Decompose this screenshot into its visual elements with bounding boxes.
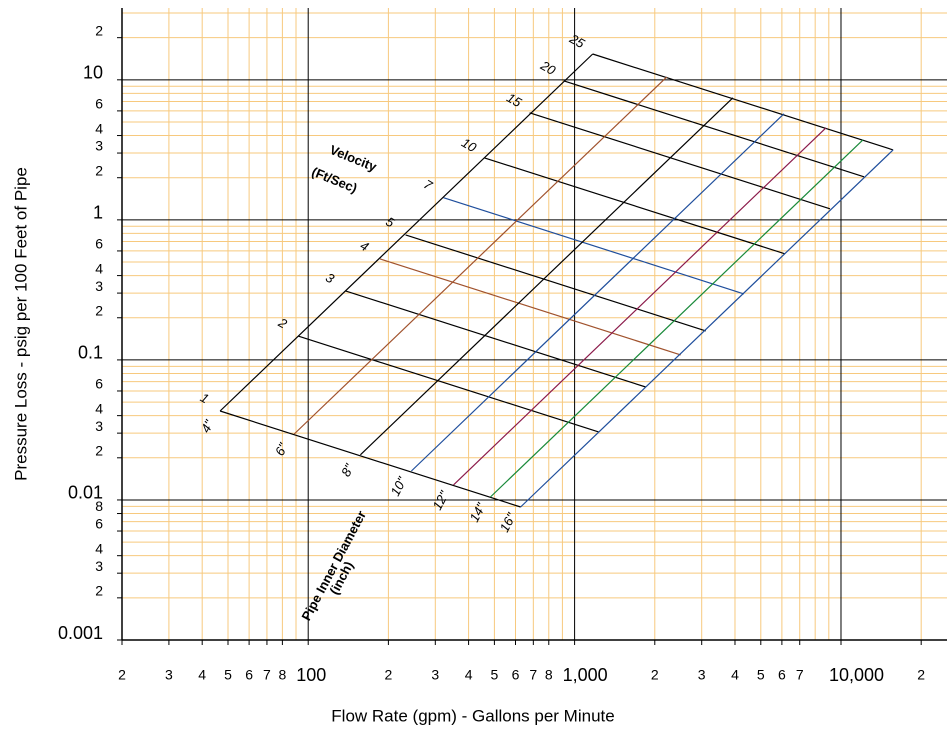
y-tick-label: 4 bbox=[95, 260, 103, 276]
y-tick-label: 0.1 bbox=[78, 343, 103, 363]
y-tick-label: 3 bbox=[95, 278, 103, 294]
y-tick-label: 2 bbox=[95, 22, 103, 38]
velocity-label: 25 bbox=[566, 30, 588, 51]
diameter-label: 6" bbox=[272, 439, 291, 458]
nomograph bbox=[219, 53, 894, 508]
diameter-label: 8" bbox=[338, 460, 357, 479]
annotation: Pipe Inner Diameter bbox=[298, 508, 369, 623]
diameter-line bbox=[489, 139, 864, 498]
velocity-label: 3 bbox=[323, 270, 337, 287]
x-tick-label: 7 bbox=[529, 667, 537, 683]
y-tick-label: 8 bbox=[95, 498, 103, 514]
x-tick-label: 6 bbox=[778, 667, 786, 683]
y-tick-label: 0.001 bbox=[58, 623, 103, 643]
x-tick-label: 5 bbox=[757, 667, 765, 683]
x-tick-label: 5 bbox=[491, 667, 499, 683]
y-tick-label: 0.01 bbox=[68, 483, 103, 503]
velocity-line bbox=[379, 258, 681, 356]
velocity-line bbox=[405, 234, 706, 332]
y-tick-label: 2 bbox=[95, 442, 103, 458]
diameter-label: 14" bbox=[466, 499, 489, 524]
y-tick-label: 6 bbox=[95, 376, 103, 392]
velocity-label: 4 bbox=[358, 238, 372, 255]
x-tick-label: 6 bbox=[512, 667, 520, 683]
y-tick-label: 4 bbox=[95, 540, 103, 556]
x-tick-label: 8 bbox=[278, 667, 286, 683]
x-tick-label: 4 bbox=[465, 667, 473, 683]
diameter-label: 10" bbox=[387, 473, 410, 498]
y-tick-label: 1 bbox=[93, 203, 103, 223]
x-tick-label: 6 bbox=[245, 667, 253, 683]
y-tick-label: 3 bbox=[95, 558, 103, 574]
y-tick-label: 6 bbox=[95, 96, 103, 112]
y-tick-label: 3 bbox=[95, 418, 103, 434]
diameter-label: 12" bbox=[429, 487, 452, 512]
diameter-line bbox=[293, 76, 668, 435]
x-axis-title: Flow Rate (gpm) - Gallons per Minute bbox=[331, 706, 614, 725]
x-tick-label: 1,000 bbox=[563, 665, 608, 685]
x-tick-label: 100 bbox=[296, 665, 326, 685]
annotation: Velocity bbox=[328, 142, 380, 175]
y-tick-label: 6 bbox=[95, 516, 103, 532]
diameter-line bbox=[520, 149, 894, 508]
velocity-line bbox=[529, 112, 831, 210]
velocity-line bbox=[345, 290, 646, 388]
x-tick-label: 4 bbox=[198, 667, 206, 683]
velocity-label: 7 bbox=[421, 176, 435, 193]
diameter-line bbox=[359, 97, 734, 456]
velocity-line bbox=[484, 157, 786, 255]
velocity-line bbox=[563, 80, 865, 178]
x-tick-label: 3 bbox=[431, 667, 439, 683]
diameter-line bbox=[219, 53, 594, 412]
velocity-label: 2 bbox=[275, 314, 290, 331]
annotation: (Ft/Sec) bbox=[310, 164, 360, 196]
velocity-line bbox=[219, 410, 521, 508]
velocity-label: 1 bbox=[198, 390, 212, 407]
y-tick-label: 4 bbox=[95, 400, 103, 416]
x-tick-label: 7 bbox=[263, 667, 271, 683]
x-tick-label: 3 bbox=[698, 667, 706, 683]
y-tick-label: 2 bbox=[95, 162, 103, 178]
x-tick-label: 2 bbox=[651, 667, 659, 683]
y-tick-label: 3 bbox=[95, 138, 103, 154]
x-tick-label: 4 bbox=[731, 667, 739, 683]
velocity-label: 5 bbox=[383, 214, 397, 231]
diameter-line bbox=[453, 127, 827, 486]
x-tick-label: 10,000 bbox=[829, 665, 884, 685]
x-tick-label: 3 bbox=[165, 667, 173, 683]
x-tick-label: 2 bbox=[118, 667, 126, 683]
grid bbox=[121, 8, 947, 641]
x-tick-label: 5 bbox=[224, 667, 232, 683]
x-tick-label: 7 bbox=[796, 667, 804, 683]
x-tick-label: 2 bbox=[917, 667, 925, 683]
velocity-line bbox=[443, 197, 745, 295]
x-tick-label: 8 bbox=[545, 667, 553, 683]
velocity-label: 10 bbox=[459, 135, 480, 156]
diameter-line bbox=[410, 113, 785, 472]
y-tick-label: 10 bbox=[83, 63, 103, 83]
y-tick-label: 6 bbox=[95, 236, 103, 252]
diameter-label: 4" bbox=[198, 416, 217, 435]
y-tick-label: 2 bbox=[95, 302, 103, 318]
y-tick-label: 4 bbox=[95, 120, 103, 136]
velocity-line bbox=[592, 53, 894, 151]
y-axis-title: Pressure Loss - psig per 100 Feet of Pip… bbox=[11, 167, 30, 481]
velocity-line bbox=[298, 335, 599, 433]
x-tick-label: 2 bbox=[384, 667, 392, 683]
velocity-label: 20 bbox=[537, 57, 559, 78]
y-tick-label: 2 bbox=[95, 583, 103, 599]
